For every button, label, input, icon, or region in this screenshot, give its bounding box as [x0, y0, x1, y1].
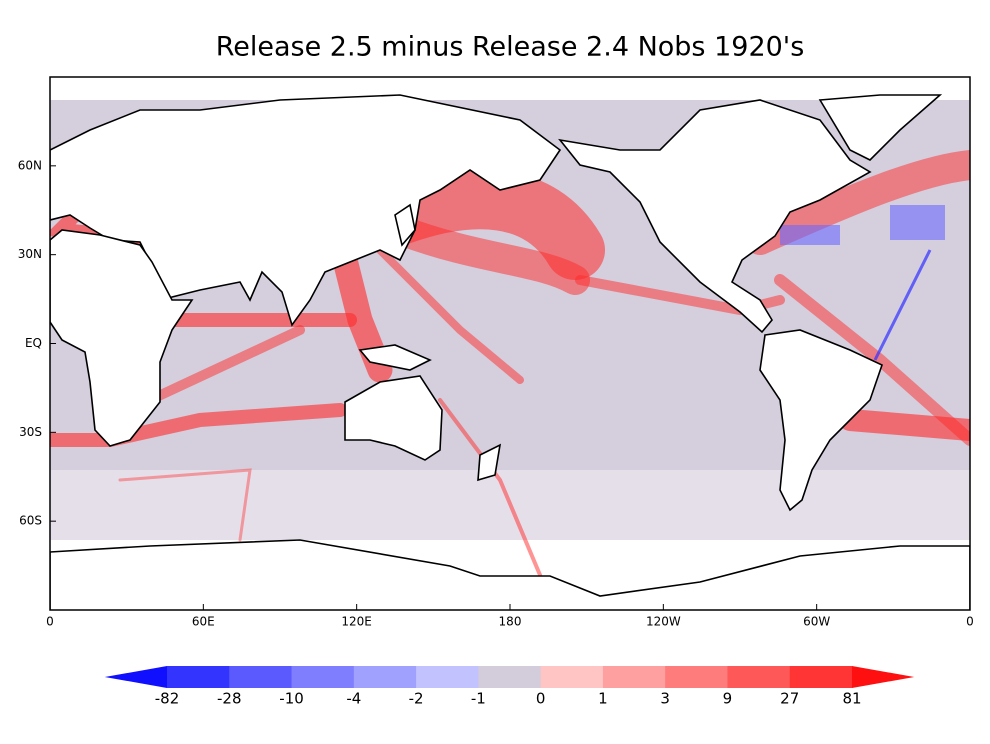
colorbar-segment [353, 666, 417, 688]
chart-title: Release 2.5 minus Release 2.4 Nobs 1920'… [216, 32, 805, 63]
colorbar-segment [291, 666, 355, 688]
colorbar-label: -28 [217, 690, 242, 708]
colorbar-segment [602, 666, 666, 688]
y-tick-label: EQ [25, 336, 42, 350]
colorbar-segment [478, 666, 542, 688]
colorbar-segment [789, 666, 853, 688]
x-tick-label: 0 [966, 615, 974, 629]
x-tick-label: 180 [499, 615, 522, 629]
colorbar-segment [665, 666, 728, 688]
x-tick-label: 0 [46, 615, 54, 629]
x-tick-label: 120E [341, 615, 372, 629]
colorbar-label: -2 [409, 690, 424, 708]
colorbar-label: 9 [723, 690, 733, 708]
colorbar-segment [727, 666, 791, 688]
colorbar-label: -10 [279, 690, 304, 708]
y-tick-label: 60N [18, 158, 42, 172]
colorbar-segment [540, 666, 604, 688]
colorbar-segment [229, 666, 293, 688]
map-area [50, 77, 970, 610]
colorbar-label: -1 [471, 690, 486, 708]
colorbar-label: 1 [598, 690, 608, 708]
colorbar-arrow [852, 666, 915, 688]
colorbar-label: -4 [346, 690, 361, 708]
colorbar-segment [167, 666, 230, 688]
y-tick-label: 30N [18, 247, 42, 261]
y-tick-label: 60S [19, 514, 42, 528]
colorbar-label: 0 [536, 690, 546, 708]
x-tick-label: 60W [803, 615, 830, 629]
colorbar-label: -82 [155, 690, 180, 708]
continents [50, 94, 970, 610]
colorbar-label: 3 [660, 690, 670, 708]
x-tick-label: 60E [192, 615, 215, 629]
colorbar-label: 81 [842, 690, 861, 708]
colorbar-segment [416, 666, 479, 688]
y-tick-label: 30S [19, 425, 42, 439]
colorbar-arrow [104, 666, 167, 688]
x-tick-label: 120W [646, 615, 681, 629]
colorbar-label: 27 [780, 690, 799, 708]
